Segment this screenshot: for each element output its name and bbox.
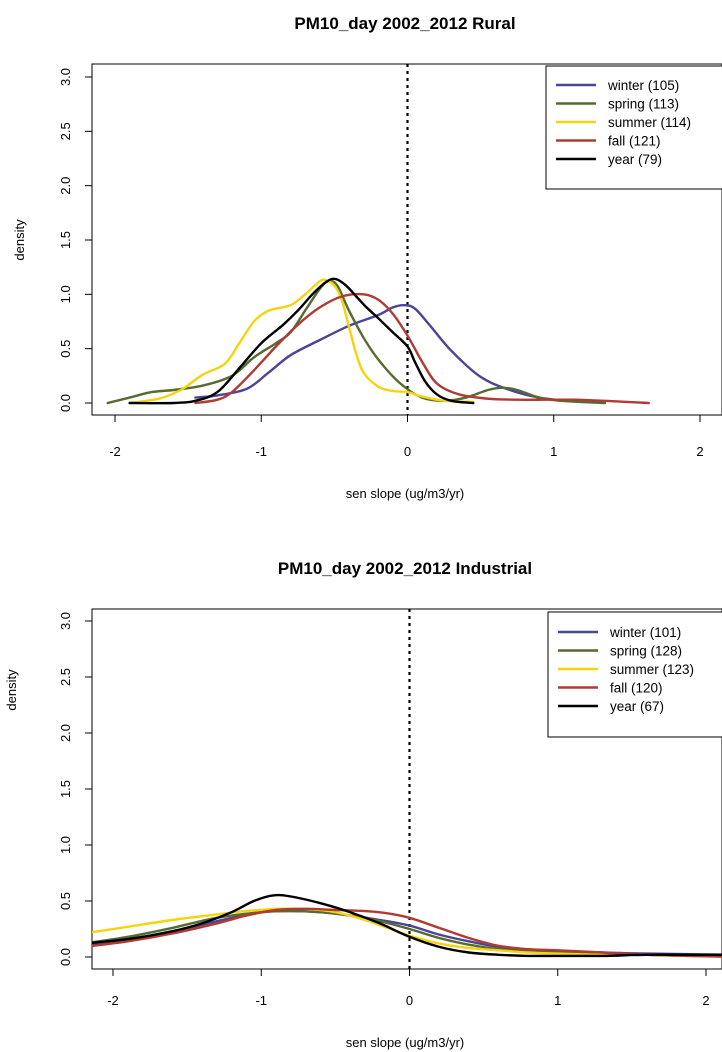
y-tick-label: 2.5 (58, 668, 73, 686)
legend-label-fall: fall (121) (608, 134, 661, 149)
x-axis-label: sen slope (ug/m3/yr) (346, 486, 465, 501)
chart-panel-industrial: PM10_day 2002_2012 Industrial sen slope … (4, 559, 722, 1050)
chart-panel-rural: PM10_day 2002_2012 Rural sen slope (ug/m… (12, 14, 722, 501)
x-axis-label: sen slope (ug/m3/yr) (346, 1035, 465, 1050)
y-tick-label: 2.0 (58, 177, 73, 195)
legend-label-spring: spring (113) (608, 97, 679, 112)
plot-area (92, 609, 722, 969)
legend-label-summer: summer (123) (610, 662, 694, 677)
plot-area (106, 64, 650, 415)
legend-label-year: year (67) (610, 699, 664, 714)
series-line-summer (128, 278, 475, 405)
y-tick-label: 0.5 (58, 892, 73, 910)
series-line-fall (194, 292, 650, 405)
x-tick-label: 2 (702, 993, 709, 1008)
y-tick-label: 3.0 (58, 68, 73, 86)
legend-label-summer: summer (114) (608, 115, 691, 130)
legend-label-winter: winter (105) (607, 78, 679, 93)
series-line-year (128, 277, 475, 405)
series-line-spring (106, 279, 607, 405)
y-axis-label: density (4, 669, 19, 711)
y-axis-label: density (12, 219, 27, 261)
x-tick-label: 1 (554, 993, 561, 1008)
series-line-winter (194, 303, 599, 404)
y-tick-label: 1.5 (58, 231, 73, 249)
chart-title: PM10_day 2002_2012 Industrial (278, 559, 532, 578)
y-tick-label: 0.0 (58, 948, 73, 966)
legend-label-year: year (79) (608, 152, 662, 167)
x-tick-label: 0 (406, 993, 413, 1008)
y-tick-label: 0.5 (58, 340, 73, 358)
x-tick-label: -2 (107, 993, 119, 1008)
chart-title: PM10_day 2002_2012 Rural (294, 14, 515, 33)
y-tick-label: 1.0 (58, 285, 73, 303)
legend-label-winter: winter (101) (609, 625, 681, 640)
y-tick-label: 1.0 (58, 836, 73, 854)
legend-label-spring: spring (128) (610, 644, 682, 659)
x-tick-label: 0 (404, 444, 411, 459)
x-tick-label: -2 (109, 444, 121, 459)
y-tick-label: 0.0 (58, 394, 73, 412)
x-tick-label: -1 (255, 444, 267, 459)
legend-label-fall: fall (120) (610, 681, 663, 696)
y-tick-label: 2.0 (58, 724, 73, 742)
x-tick-label: 1 (550, 444, 557, 459)
series-line-year (92, 893, 722, 958)
x-tick-label: 2 (696, 444, 703, 459)
y-tick-label: 3.0 (58, 612, 73, 630)
legend: winter (101) spring (128) summer (123) fall… (547, 611, 722, 738)
legend-box (545, 65, 722, 190)
series-line-fall (92, 907, 722, 958)
legend: winter (105) spring (113) summer (114) fall… (545, 65, 722, 190)
x-tick-label: -1 (255, 993, 267, 1008)
y-tick-label: 2.5 (58, 122, 73, 140)
y-tick-label: 1.5 (58, 780, 73, 798)
